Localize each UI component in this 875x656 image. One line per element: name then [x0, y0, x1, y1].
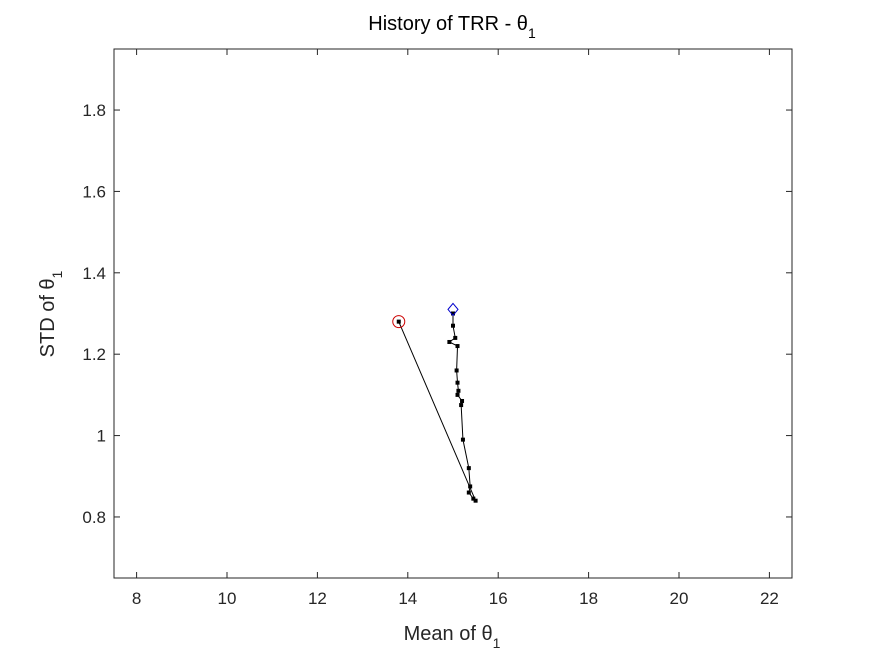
data-point — [455, 380, 460, 385]
y-axis-label: STD of θ1 — [37, 270, 65, 357]
data-point — [456, 388, 461, 393]
y-tick-label: 0.8 — [82, 508, 106, 527]
end-marker — [392, 315, 406, 329]
data-point — [396, 319, 401, 324]
data-point — [453, 335, 458, 340]
data-point — [447, 339, 452, 344]
chart-title: History of TRR - θ1 — [368, 13, 536, 41]
data-point — [468, 484, 473, 489]
x-axis-label: Mean of θ1 — [404, 623, 501, 651]
x-tick-label: 10 — [218, 589, 237, 608]
y-tick-label: 1.6 — [82, 182, 106, 201]
x-tick-label: 18 — [579, 589, 598, 608]
data-point — [460, 437, 465, 442]
x-tick-label: 14 — [398, 589, 417, 608]
y-tick-label: 1.8 — [82, 101, 106, 120]
data-point — [451, 323, 455, 328]
x-tick-label: 8 — [132, 589, 141, 608]
x-tick-label: 16 — [489, 589, 508, 608]
x-tick-label: 22 — [760, 589, 779, 608]
data-point — [473, 498, 478, 503]
y-tick-label: 1.4 — [82, 264, 106, 283]
data-point — [466, 490, 471, 495]
start-marker — [447, 302, 459, 317]
x-tick-label: 12 — [308, 589, 327, 608]
y-tick-label: 1.2 — [82, 345, 106, 364]
data-point — [466, 466, 471, 471]
x-tick-label: 20 — [670, 589, 689, 608]
data-point — [460, 398, 465, 403]
data-point — [451, 311, 455, 316]
y-tick-label: 1 — [97, 427, 106, 446]
data-point — [454, 368, 459, 373]
data-marks — [392, 302, 478, 503]
data-point — [471, 496, 476, 501]
data-point — [455, 392, 460, 397]
data-point — [459, 403, 464, 408]
data-point — [455, 344, 460, 349]
axis-ticks: 8 10 12 14 16 18 20 22 0.8 1 1.2 1.4 1.6 1.8 — [82, 49, 792, 608]
